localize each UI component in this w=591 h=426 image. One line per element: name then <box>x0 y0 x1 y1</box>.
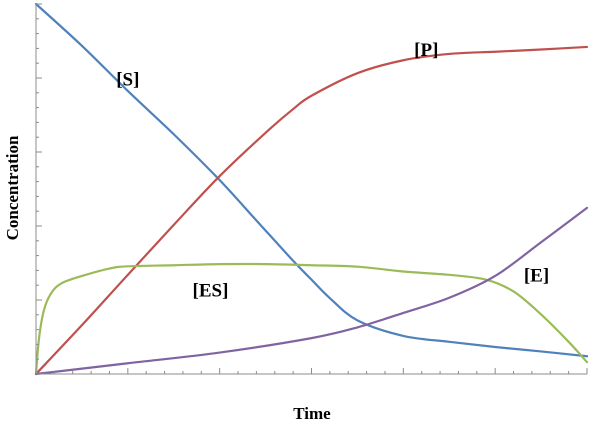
series-line-3 <box>34 206 589 376</box>
series-labels: [S] [P] [ES] [E] <box>116 40 549 301</box>
series-line-2 <box>34 262 589 376</box>
series-layer <box>34 2 589 376</box>
axes <box>35 3 588 375</box>
plot-area: [S] [P] [ES] [E] <box>34 2 589 376</box>
series-label-1: [P] <box>414 40 438 61</box>
series-line-0 <box>34 2 589 358</box>
series-label-3: [E] <box>524 266 549 287</box>
series-label-0: [S] <box>116 69 139 90</box>
series-label-2: [ES] <box>193 280 229 301</box>
series-line-1 <box>34 45 589 376</box>
y-axis-title: Concentration <box>3 135 22 240</box>
x-axis-title: Time <box>293 404 331 423</box>
